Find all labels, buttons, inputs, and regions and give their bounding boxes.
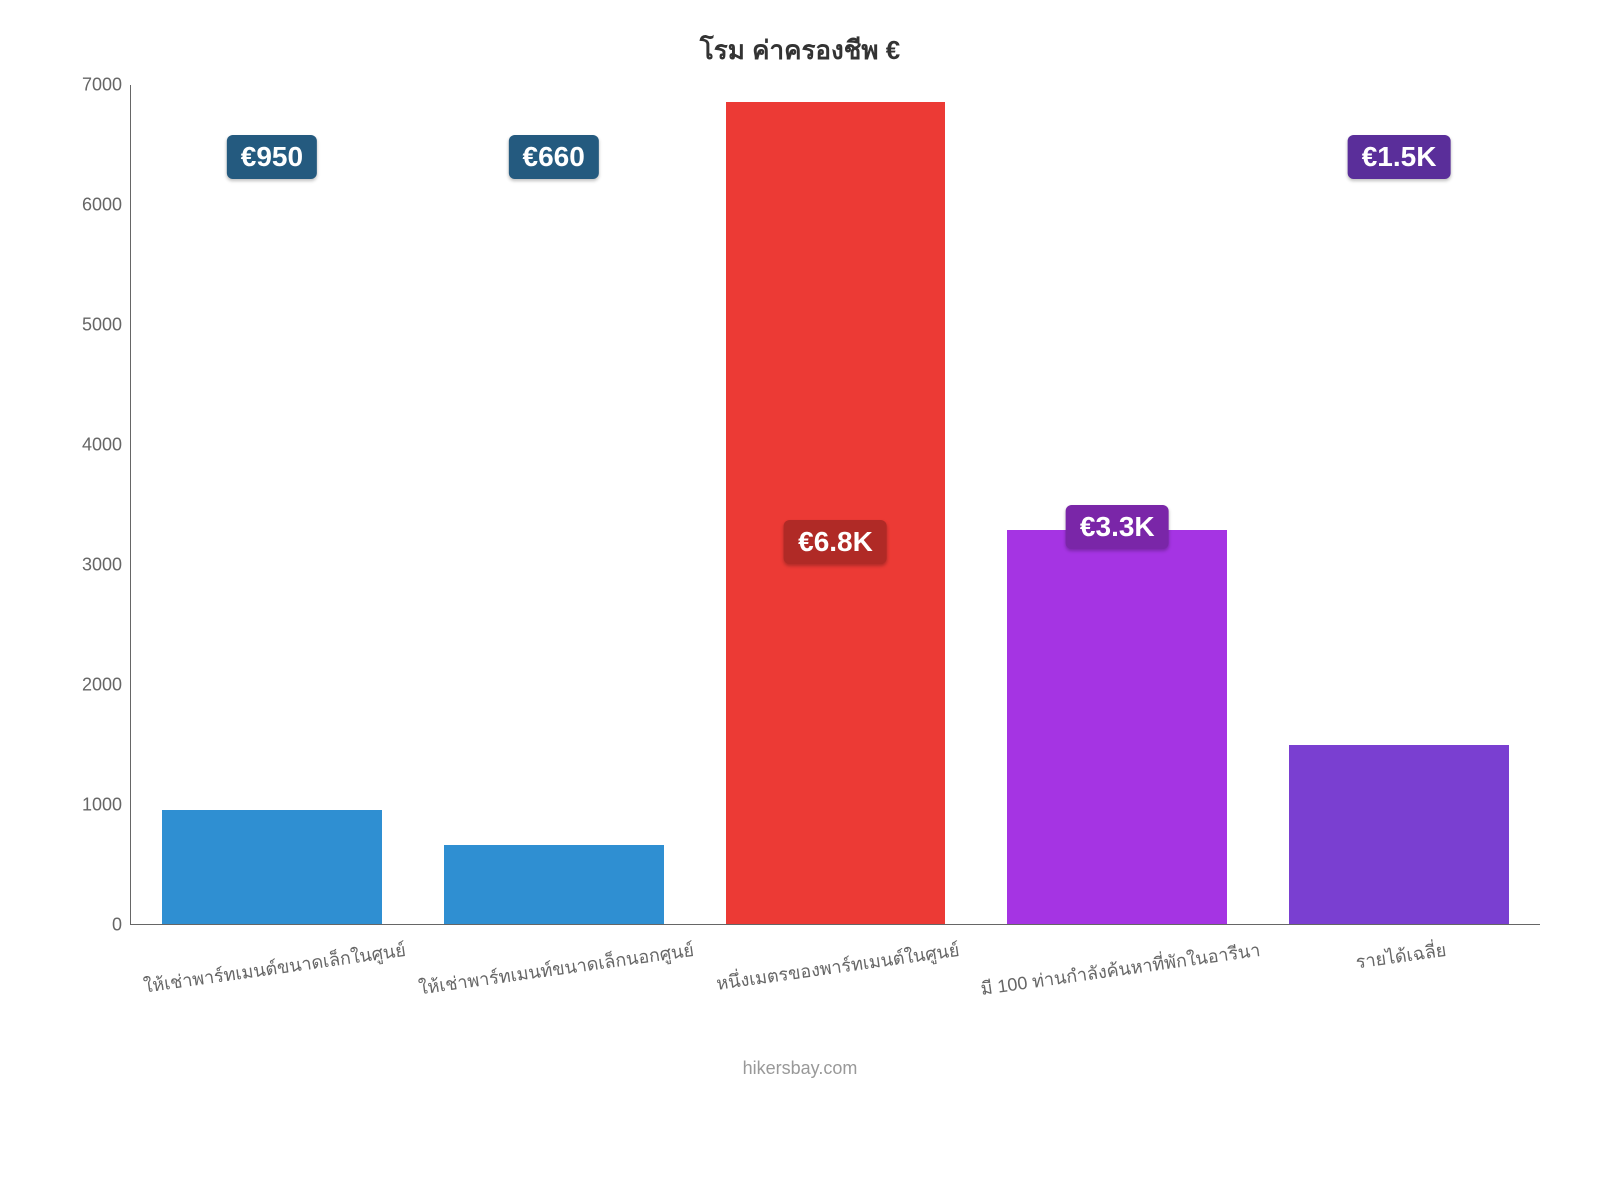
x-axis: ให้เช่าพาร์ทเมนต์ขนาดเล็กในศูนย์ให้เช่าพ… — [130, 925, 1540, 964]
bar-slot: €1.5K — [1258, 85, 1540, 924]
y-tick-label: 6000 — [62, 195, 122, 216]
bars-container: €950 €660 €6.8K €3.3K €1.5K — [131, 85, 1540, 924]
x-axis-label: หนึ่งเมตรของพาร์ทเมนต์ในศูนย์ — [694, 925, 976, 964]
y-tick-label: 1000 — [62, 795, 122, 816]
y-tick-label: 2000 — [62, 675, 122, 696]
chart-title: โรม ค่าครองชีพ € — [60, 30, 1540, 71]
value-badge: €660 — [509, 135, 599, 179]
bar-slot: €950 — [131, 85, 413, 924]
bar — [1007, 530, 1227, 924]
x-axis-label: มี 100 ท่านกำลังค้นหาที่พักในอารีนา — [976, 925, 1258, 964]
value-badge: €950 — [227, 135, 317, 179]
y-tick-label: 4000 — [62, 435, 122, 456]
y-axis: 01000200030004000500060007000 — [60, 85, 130, 925]
x-axis-label: ให้เช่าพาร์ทเมนต์ขนาดเล็กในศูนย์ — [130, 925, 412, 964]
y-tick-label: 0 — [62, 915, 122, 936]
bar — [162, 810, 382, 924]
value-badge: €6.8K — [784, 520, 887, 564]
plot-area: €950 €660 €6.8K €3.3K €1.5K — [130, 85, 1540, 925]
bar-slot: €3.3K — [976, 85, 1258, 924]
cost-of-living-chart: โรม ค่าครองชีพ € 0 1000 2000 3000 4000 5000 60… — [60, 30, 1540, 964]
value-badge: €3.3K — [1066, 505, 1169, 549]
attribution-text: hikersbay.com — [0, 1058, 1600, 1079]
bar — [726, 102, 946, 924]
plot-row: 01000200030004000500060007000 €950€660€6… — [60, 85, 1540, 925]
x-axis-label: รายได้เฉลี่ย — [1258, 925, 1540, 964]
bar-slot: €6.8K — [695, 85, 977, 924]
bar-slot: €660 — [413, 85, 695, 924]
bar — [1289, 745, 1509, 924]
y-tick-label: 7000 — [62, 75, 122, 96]
x-axis-label: ให้เช่าพาร์ทเมนท์ขนาดเล็กนอกศูนย์ — [412, 925, 694, 964]
value-badge: €1.5K — [1348, 135, 1451, 179]
y-tick-label: 5000 — [62, 315, 122, 336]
bar — [444, 845, 664, 924]
y-tick-label: 3000 — [62, 555, 122, 576]
